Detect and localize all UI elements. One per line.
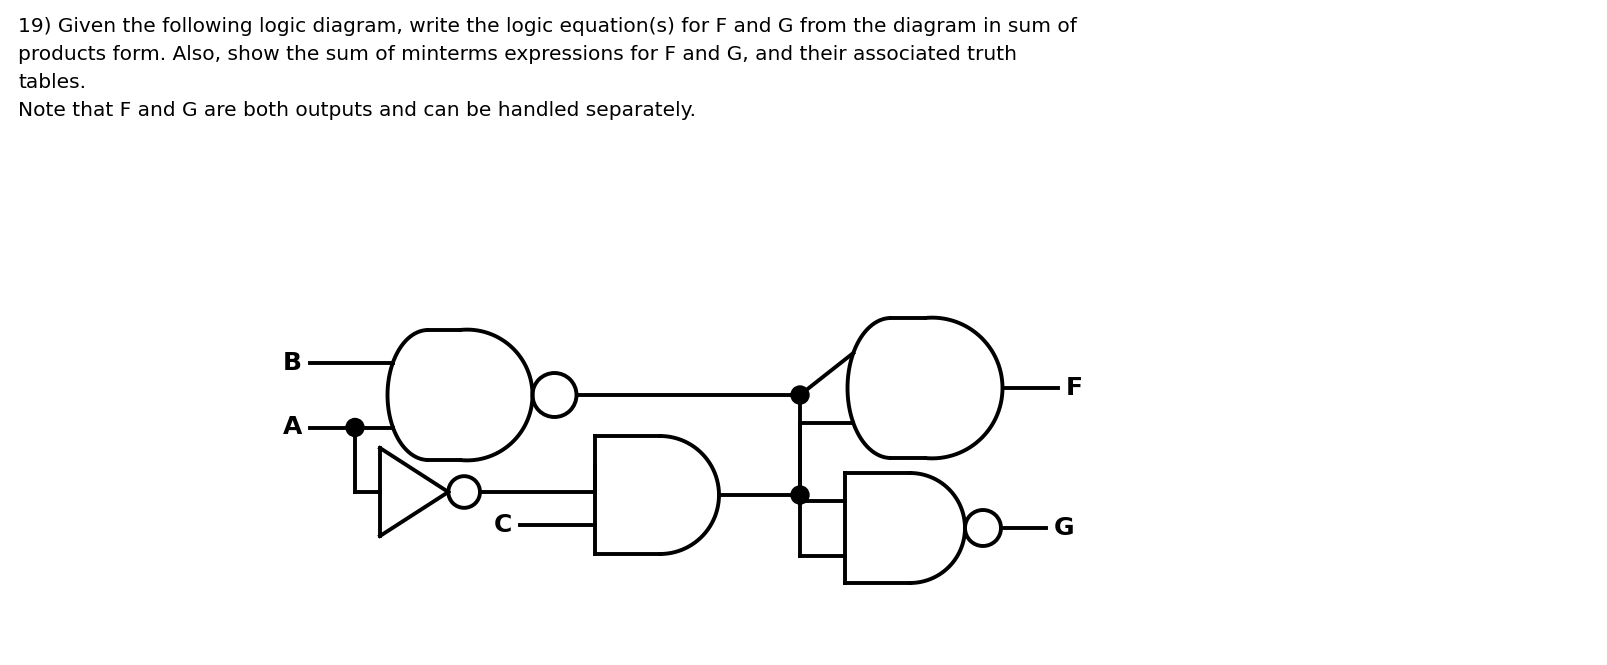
Circle shape bbox=[791, 486, 808, 504]
Text: G: G bbox=[1054, 516, 1075, 540]
Text: 19) Given the following logic diagram, write the logic equation(s) for F and G f: 19) Given the following logic diagram, w… bbox=[18, 17, 1077, 120]
Text: C: C bbox=[493, 513, 513, 537]
Text: A: A bbox=[283, 416, 302, 440]
Circle shape bbox=[346, 418, 365, 436]
Circle shape bbox=[791, 386, 808, 404]
Text: B: B bbox=[283, 350, 302, 374]
Text: F: F bbox=[1065, 376, 1083, 400]
